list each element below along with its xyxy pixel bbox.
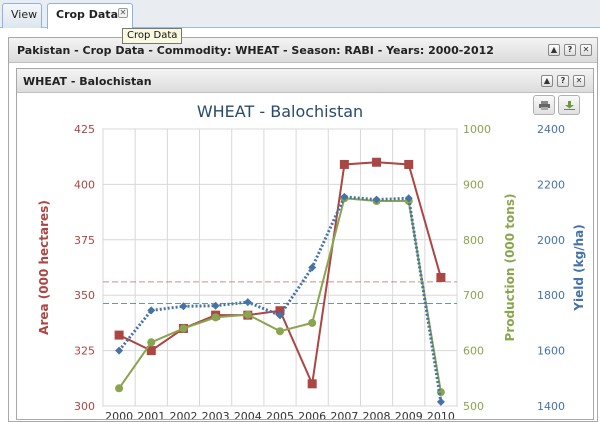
chart-title: WHEAT - Balochistan: [197, 102, 363, 121]
data-point-production: [243, 310, 252, 319]
x-tick-label: 2007: [330, 410, 358, 419]
close-icon[interactable]: ✕: [573, 75, 585, 87]
data-point-yield: [211, 301, 220, 310]
data-point-yield: [308, 263, 317, 272]
tab-view[interactable]: View: [2, 3, 42, 28]
tab-bar: View Crop Data ✕: [0, 0, 600, 29]
help-icon[interactable]: ?: [564, 44, 576, 56]
x-tick-label: 2008: [363, 410, 391, 419]
data-point-production: [147, 338, 156, 347]
left-tick-label: 300: [74, 400, 95, 413]
data-point-production: [211, 313, 220, 322]
outer-panel-header: Pakistan - Crop Data - Commodity: WHEAT …: [9, 38, 597, 63]
right1-tick-label: 600: [463, 345, 484, 358]
data-point-area: [372, 157, 382, 167]
inner-panel: WHEAT - Balochistan ▲ ? ✕ WHEAT - Baloch…: [16, 68, 594, 420]
tooltip: Crop Data: [122, 28, 183, 44]
right2-tick-label: 1800: [537, 289, 565, 302]
right2-axis-title: Yield (kg/ha): [572, 224, 586, 311]
left-axis-title: Area (000 hectares): [37, 200, 51, 335]
data-point-area: [275, 306, 285, 316]
data-point-production: [115, 384, 124, 393]
x-tick-label: 2005: [266, 410, 294, 419]
data-point-area: [114, 330, 124, 340]
x-tick-label: 2009: [395, 410, 423, 419]
left-tick-label: 400: [74, 178, 95, 191]
data-point-area: [436, 272, 446, 282]
close-icon[interactable]: ✕: [580, 44, 592, 56]
x-tick-label: 2003: [202, 410, 230, 419]
right2-tick-label: 1400: [537, 400, 565, 413]
left-tick-label: 325: [74, 345, 95, 358]
inner-panel-header: WHEAT - Balochistan ▲ ? ✕: [17, 69, 593, 93]
chart-container: WHEAT - Balochistan 300 325 350 375 400 425 500…: [17, 93, 593, 419]
help-icon[interactable]: ?: [557, 75, 569, 87]
tab-crop-data-label: Crop Data: [56, 8, 118, 21]
data-point-yield: [243, 298, 252, 307]
data-point-production: [179, 324, 188, 333]
x-tick-label: 2010: [427, 410, 455, 419]
data-point-yield: [276, 311, 284, 320]
download-icon: [564, 101, 575, 110]
right1-tick-label: 500: [463, 400, 484, 413]
left-tick-label: 375: [74, 234, 95, 247]
print-icon: [539, 101, 550, 110]
data-point-area: [307, 379, 317, 389]
inner-panel-title: WHEAT - Balochistan: [23, 75, 152, 88]
close-tab-icon[interactable]: ✕: [118, 8, 128, 18]
right1-tick-label: 900: [463, 178, 484, 191]
data-point-production: [308, 318, 317, 327]
plot-area: [102, 128, 458, 407]
data-point-yield: [436, 397, 445, 406]
data-point-yield: [179, 302, 188, 311]
data-point-area: [146, 346, 156, 356]
export-button[interactable]: [558, 95, 580, 115]
right1-axis-title: Production (000 tons): [503, 194, 517, 342]
x-tick-label: 2002: [169, 410, 197, 419]
right1-tick-label: 800: [463, 234, 484, 247]
data-point-yield: [404, 194, 413, 203]
x-tick-label: 2000: [105, 410, 133, 419]
right2-tick-label: 2200: [537, 178, 565, 191]
x-tick-label: 2004: [234, 410, 262, 419]
right2-tick-label: 2400: [537, 123, 565, 136]
outer-panel: Pakistan - Crop Data - Commodity: WHEAT …: [8, 37, 598, 422]
right2-tick-label: 2000: [537, 234, 565, 247]
data-point-yield: [340, 192, 349, 201]
right2-tick-label: 1600: [537, 345, 565, 358]
data-point-yield: [372, 195, 381, 204]
data-point-yield: [115, 346, 124, 355]
print-button[interactable]: [533, 95, 555, 115]
right1-tick-label: 700: [463, 289, 484, 302]
left-tick-label: 350: [74, 289, 95, 302]
x-tick-label: 2006: [298, 410, 326, 419]
outer-panel-title: Pakistan - Crop Data - Commodity: WHEAT …: [17, 44, 494, 57]
right1-tick-label: 1000: [463, 123, 491, 136]
left-tick-label: 425: [74, 123, 95, 136]
crop-chart: WHEAT - Balochistan 300 325 350 375 400 425 500…: [37, 102, 586, 419]
collapse-icon[interactable]: ▲: [541, 75, 553, 87]
tab-view-label: View: [11, 8, 38, 21]
collapse-icon[interactable]: ▲: [548, 44, 560, 56]
tab-crop-data[interactable]: Crop Data ✕: [47, 3, 133, 29]
data-point-yield: [147, 306, 156, 315]
data-point-area: [404, 159, 414, 169]
data-point-production: [276, 327, 284, 336]
x-tick-label: 2001: [137, 410, 165, 419]
series-line-yield: [117, 195, 443, 403]
data-point-area: [339, 159, 349, 169]
